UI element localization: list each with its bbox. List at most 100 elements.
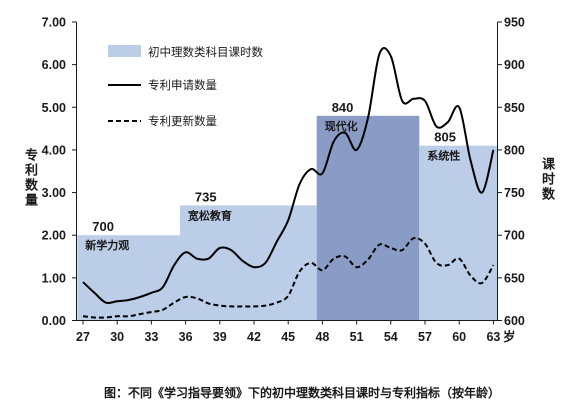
series-point (149, 310, 153, 314)
y-right-tick-label: 700 (504, 229, 525, 243)
x-axis-unit: 岁 (503, 329, 516, 344)
series-point (138, 295, 142, 299)
x-tick-label: 60 (452, 330, 466, 344)
series-point (298, 182, 302, 186)
series-point (286, 218, 290, 222)
series-point (286, 294, 290, 298)
x-tick-label: 54 (384, 330, 398, 344)
series-point (218, 304, 222, 308)
series-point (491, 148, 495, 152)
series-point (241, 304, 245, 308)
series-point (446, 263, 450, 267)
x-tick-label: 48 (315, 330, 329, 344)
y-left-tick-label: 0.00 (42, 314, 66, 328)
x-tick-label: 33 (144, 330, 158, 344)
y-right-tick-label: 800 (504, 143, 525, 157)
series-line-renewals (82, 236, 495, 319)
series-point (149, 291, 153, 295)
series-point (469, 274, 473, 278)
bar-stage-label: 宽松教育 (187, 208, 232, 222)
x-tick-label: 57 (418, 330, 432, 344)
series-point (252, 265, 256, 269)
x-tick-label: 30 (110, 330, 124, 344)
series-point (161, 285, 165, 289)
series-point (104, 301, 108, 305)
series-point (469, 159, 473, 163)
series-point (491, 263, 495, 267)
y-right-tick-label: 900 (504, 58, 525, 72)
line-series (81, 47, 495, 320)
y-left-tick-label: 2.00 (42, 229, 66, 243)
series-point (218, 246, 222, 250)
series-point (104, 316, 108, 320)
y-right-tick-label: 600 (504, 314, 525, 328)
series-point (263, 304, 267, 308)
x-tick-label: 51 (350, 330, 364, 344)
chart-caption: 图：不同《学习指导要领》下的初中理数类科目课时与专利指标（按年龄） (104, 385, 500, 400)
series-point (229, 304, 233, 308)
series-point (252, 304, 256, 308)
series-point (184, 295, 188, 299)
series-point (389, 246, 393, 250)
series-point (377, 243, 381, 247)
y-right-tick-label: 850 (504, 101, 525, 115)
series-point (184, 250, 188, 254)
series-point (480, 191, 484, 195)
series-point (241, 259, 245, 263)
axes (76, 22, 498, 321)
x-ticks: 27 30 33 36 39 42 45 48 51 54 57 60 63 (76, 320, 500, 344)
bar-stage-label: 现代化 (325, 119, 358, 133)
series-point (298, 270, 302, 274)
y-right-tick-label: 750 (504, 186, 525, 200)
series-point (343, 255, 347, 259)
y-left-tick-label: 5.00 (42, 101, 66, 115)
y-left-ticks: 0.00 1.00 2.00 3.00 4.00 5.00 6.00 7.00 (42, 16, 77, 328)
series-point (389, 54, 393, 58)
series-point (195, 257, 199, 261)
y-left-tick-label: 1.00 (42, 271, 66, 285)
legend-swatch-bars (108, 45, 141, 57)
x-tick-label: 45 (281, 330, 295, 344)
bar-segment (419, 145, 498, 321)
series-point (366, 116, 370, 120)
series-point (446, 120, 450, 124)
y-left-tick-label: 4.00 (42, 143, 66, 157)
y-right-tick-label: 950 (504, 16, 525, 30)
series-point (434, 125, 438, 129)
bar-value-label: 700 (92, 219, 114, 234)
bar-value-label: 805 (434, 130, 456, 145)
series-point (343, 131, 347, 135)
legend: 初中理数类科目课时数 专利申请数量 专利更新数量 (108, 45, 263, 128)
series-point (206, 257, 210, 261)
series-point (355, 148, 359, 152)
series-point (81, 314, 85, 318)
series-point (320, 268, 324, 272)
x-tick-label: 36 (179, 330, 193, 344)
x-tick-label: 27 (76, 330, 90, 344)
series-point (423, 99, 427, 103)
bar-segment (77, 235, 180, 321)
series-point (412, 97, 416, 101)
bar-segment (316, 115, 420, 321)
bar-labels: 700 新学力观 735 宽松教育 840 现代化 805 系统性 (85, 100, 460, 252)
series-point (320, 171, 324, 175)
series-point (115, 299, 119, 303)
series-point (275, 240, 279, 244)
series-point (309, 261, 313, 265)
bar-stage-label: 系统性 (427, 149, 460, 163)
y-axis-right-title: 课时数 (540, 157, 555, 202)
series-point (400, 99, 404, 103)
series-point (355, 265, 359, 269)
series-point (480, 281, 484, 285)
series-point (400, 248, 404, 252)
x-tick-label: 42 (247, 330, 261, 344)
series-point (138, 312, 142, 316)
y-left-tick-label: 6.00 (42, 58, 66, 72)
series-point (263, 261, 267, 265)
series-point (457, 105, 461, 109)
series-point (434, 261, 438, 265)
series-point (229, 248, 233, 252)
series-point (127, 314, 131, 318)
series-point (275, 301, 279, 305)
